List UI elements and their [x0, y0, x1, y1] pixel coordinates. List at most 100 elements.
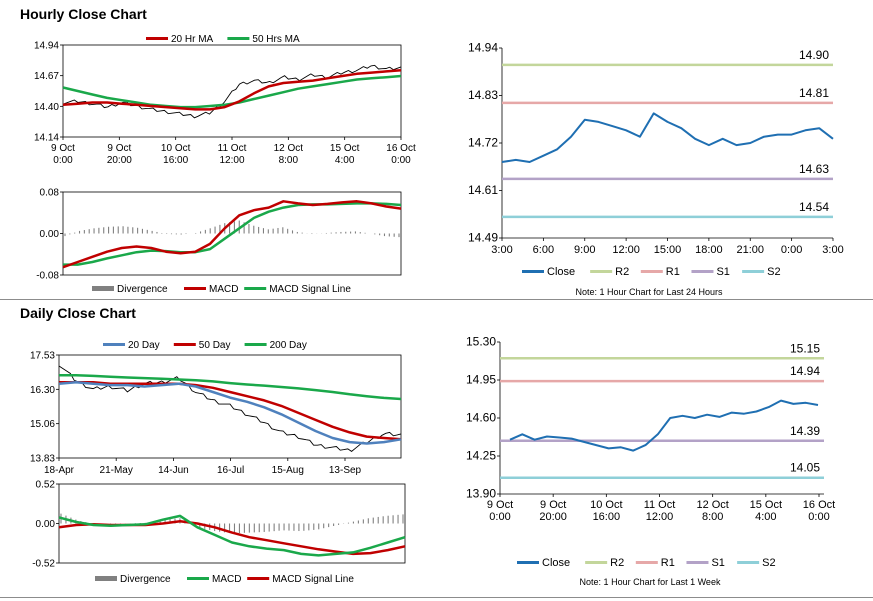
hourly-macd-y-tick-label: 0.00	[40, 229, 60, 240]
daily-price-legend-label: 20 Day	[128, 340, 160, 351]
daily-week-x-tick-label-time: 12:00	[646, 511, 674, 523]
daily-week-legend-label: R2	[610, 557, 624, 569]
daily-week-x-tick-label-date: 11 Oct	[644, 499, 676, 511]
hourly-price-x-tick-label-date: 11 Oct	[218, 143, 247, 154]
daily-price-legend-label: 200 Day	[270, 340, 307, 351]
daily-price-legend-label: 50 Day	[199, 340, 231, 351]
daily-week-legend-label: S1	[711, 557, 724, 569]
daily-week-x-tick-label-time: 0:00	[808, 511, 829, 523]
hourly-24h-x-tick-label: 6:00	[533, 244, 554, 256]
daily-price-x-tick-label: 16-Jul	[217, 465, 244, 476]
hourly-24h-level-label-s1: 14.63	[799, 162, 829, 176]
daily-week-y-tick-label: 15.30	[466, 335, 496, 349]
section-divider	[0, 299, 873, 300]
hourly-24h-x-tick-label: 3:00	[822, 244, 843, 256]
hourly-24h-y-tick-label: 14.61	[468, 183, 498, 197]
hourly-24h-x-tick-label: 3:00	[491, 244, 512, 256]
daily-week-x-tick-label-time: 8:00	[702, 511, 723, 523]
hourly-price-y-tick-label: 14.94	[34, 41, 59, 52]
hourly-24h-legend-label: R1	[666, 266, 680, 278]
daily-week-x-tick-label-time: 0:00	[489, 511, 510, 523]
daily-200day-ma-line	[59, 374, 402, 401]
daily-week-legend-label: S2	[762, 557, 775, 569]
hourly-macd-legend-label: MACD Signal Line	[269, 284, 351, 295]
hourly-price-x-tick-label-date: 9 Oct	[107, 143, 131, 154]
daily-week-x-tick-label-date: 9 Oct	[540, 499, 566, 511]
daily-macd-legend-label: MACD Signal Line	[272, 574, 354, 585]
daily-week-level-label-r1: 14.94	[790, 364, 820, 378]
daily-week-y-tick-label: 14.60	[466, 411, 496, 425]
bottom-divider	[0, 597, 873, 598]
daily-price-y-tick-label: 16.30	[30, 385, 55, 396]
hourly-24h-legend-label: Close	[547, 266, 575, 278]
hourly-price-x-tick-label-date: 9 Oct	[51, 143, 75, 154]
daily-week-x-tick-label-time: 20:00	[539, 511, 567, 523]
hourly-24h-x-tick-label: 9:00	[574, 244, 595, 256]
hourly-price-x-tick-label-time: 12:00	[219, 155, 244, 166]
hourly-macd-legend-label: Divergence	[117, 284, 168, 295]
hourly-price-legend-label: 50 Hrs MA	[252, 34, 300, 45]
daily-price-x-tick-label: 21-May	[100, 465, 133, 476]
daily-macd-legend-label: Divergence	[120, 574, 171, 585]
daily-week-x-tick-label-date: 9 Oct	[487, 499, 513, 511]
daily-week-y-tick-label: 14.95	[466, 373, 496, 387]
hourly-price-x-tick-label-date: 15 Oct	[330, 143, 360, 154]
hourly-24h-close-line	[501, 112, 834, 163]
daily-macd-line	[58, 514, 406, 557]
daily-price-x-tick-label: 14-Jun	[158, 465, 189, 476]
hourly-24h-level-label-r2: 14.90	[799, 48, 829, 62]
daily-week-y-tick-label: 13.90	[466, 487, 496, 501]
daily-week-legend-label: Close	[542, 557, 570, 569]
hourly-24h-y-tick-label: 14.72	[468, 136, 498, 150]
daily-week-legend-label: R1	[661, 557, 675, 569]
hourly-close-price-line	[62, 64, 402, 119]
daily-macd-y-tick-label: 0.52	[36, 480, 56, 491]
hourly-price-x-tick-label-date: 12 Oct	[274, 143, 304, 154]
daily-week-close-line	[509, 399, 819, 452]
daily-week-note: Note: 1 Hour Chart for Last 1 Week	[580, 577, 721, 587]
daily-week-x-tick-label-time: 16:00	[593, 511, 621, 523]
daily-price-y-tick-label: 15.06	[30, 419, 55, 430]
hourly-24h-x-tick-label: 0:00	[781, 244, 802, 256]
daily-week-x-tick-label-date: 10 Oct	[590, 499, 622, 511]
hourly-24h-level-label-r1: 14.81	[799, 86, 829, 100]
daily-20day-ma-line	[58, 381, 402, 445]
daily-close-price-line	[58, 365, 402, 452]
hourly-24h-y-tick-label: 14.83	[468, 88, 498, 102]
daily-week-x-tick-label-time: 4:00	[755, 511, 776, 523]
daily-section-title: Daily Close Chart	[20, 305, 136, 321]
hourly-24h-x-tick-label: 15:00	[654, 244, 682, 256]
daily-price-x-tick-label: 18-Apr	[44, 465, 75, 476]
daily-week-level-label-r2: 15.15	[790, 341, 820, 355]
hourly-24h-level-label-s2: 14.54	[799, 200, 829, 214]
hourly-price-x-tick-label-time: 0:00	[53, 155, 73, 166]
hourly-price-legend-label: 20 Hr MA	[171, 34, 214, 45]
hourly-price-x-tick-label-date: 16 Oct	[386, 143, 416, 154]
hourly-price-y-tick-label: 14.67	[34, 71, 59, 82]
daily-50day-ma-line	[59, 381, 402, 441]
hourly-macd-legend-label: MACD	[209, 284, 238, 295]
hourly-price-x-tick-label-time: 16:00	[163, 155, 188, 166]
hourly-24h-y-tick-label: 14.94	[468, 41, 498, 55]
daily-week-level-label-s1: 14.39	[790, 424, 820, 438]
hourly-macd-legend-divergence-swatch	[92, 286, 114, 291]
hourly-price-x-tick-label-time: 8:00	[279, 155, 299, 166]
hourly-24h-x-tick-label: 21:00	[736, 244, 764, 256]
daily-week-x-tick-label-date: 15 Oct	[750, 499, 782, 511]
daily-price-x-tick-label: 15-Aug	[272, 465, 304, 476]
hourly-24h-legend-label: S2	[767, 266, 780, 278]
hourly-24h-legend-label: R2	[615, 266, 629, 278]
hourly-24h-x-tick-label: 12:00	[612, 244, 640, 256]
hourly-24h-x-tick-label: 18:00	[695, 244, 723, 256]
hourly-24h-legend-label: S1	[716, 266, 729, 278]
hourly-24h-y-tick-label: 14.49	[468, 231, 498, 245]
hourly-price-y-tick-label: 14.14	[34, 133, 59, 144]
daily-week-y-tick-label: 14.25	[466, 449, 496, 463]
hourly-24h-note: Note: 1 Hour Chart for Last 24 Hours	[575, 287, 723, 297]
hourly-macd-signal-line	[63, 202, 402, 266]
hourly-price-x-tick-label-time: 0:00	[391, 155, 411, 166]
daily-price-y-tick-label: 17.53	[30, 351, 55, 362]
hourly-price-x-tick-label-time: 20:00	[107, 155, 132, 166]
hourly-price-y-tick-label: 14.40	[34, 102, 59, 113]
